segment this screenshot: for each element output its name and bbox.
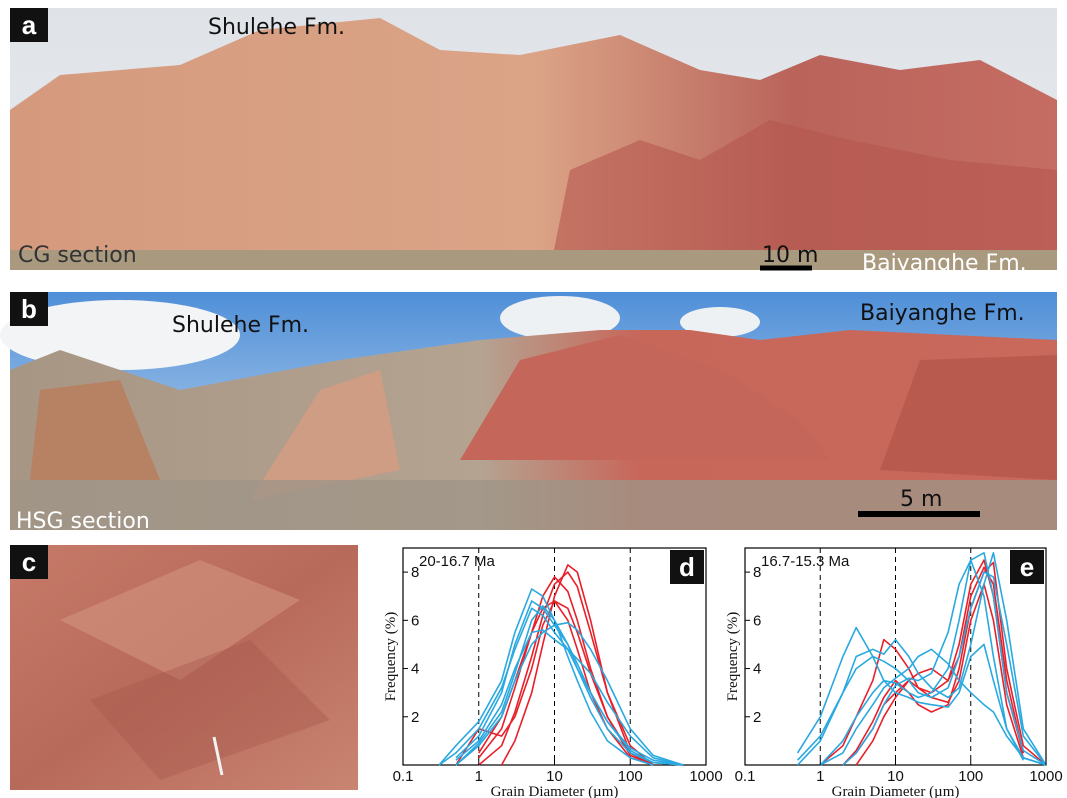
y-tick-label: 6 xyxy=(753,612,761,629)
frequency-curve xyxy=(798,572,1046,765)
panel-label: d xyxy=(679,552,695,582)
x-tick-label: 1000 xyxy=(1029,768,1062,785)
x-tick-label: 1000 xyxy=(689,768,722,785)
panel-label: e xyxy=(1020,552,1034,582)
y-tick-label: 2 xyxy=(753,709,761,726)
section-label: CG section xyxy=(18,243,137,268)
figure: a b c Shulehe Fm. CG section 10 m Baiyan… xyxy=(0,0,1067,798)
panel-label: a xyxy=(22,10,37,40)
y-tick-label: 4 xyxy=(753,661,761,678)
panel-label: b xyxy=(21,294,37,324)
x-tick-label: 100 xyxy=(618,768,643,785)
scale-label: 10 m xyxy=(762,243,818,268)
x-tick-label: 100 xyxy=(958,768,983,785)
formation-label: Shulehe Fm. xyxy=(172,313,309,338)
formation-label: Shulehe Fm. xyxy=(208,15,345,40)
x-tick-label: 10 xyxy=(887,768,904,785)
y-tick-label: 4 xyxy=(411,661,419,678)
x-axis-title: Grain Diameter (µm) xyxy=(832,784,960,798)
photo-a xyxy=(10,8,1057,270)
period-label: 16.7-15.3 Ma xyxy=(761,553,850,570)
scale-label: 5 m xyxy=(900,487,942,512)
x-axis-title: Grain Diameter (µm) xyxy=(491,784,619,798)
formation-label: Baiyanghe Fm. xyxy=(862,251,1027,276)
x-tick-label: 1 xyxy=(475,768,483,785)
y-tick-label: 2 xyxy=(411,709,419,726)
x-tick-label: 0.1 xyxy=(735,768,756,785)
frequency-curve xyxy=(456,606,683,765)
formation-label: Baiyanghe Fm. xyxy=(860,301,1025,326)
period-label: 20-16.7 Ma xyxy=(419,553,496,570)
x-tick-label: 10 xyxy=(546,768,563,785)
section-label: HSG section xyxy=(16,509,150,534)
y-tick-label: 6 xyxy=(411,612,419,629)
photo-c xyxy=(10,545,358,790)
panel-label: c xyxy=(22,547,36,577)
photo-b xyxy=(0,292,1057,530)
y-axis-title: Frequency (%) xyxy=(383,612,399,702)
x-tick-label: 0.1 xyxy=(393,768,414,785)
x-tick-label: 1 xyxy=(816,768,824,785)
y-axis-title: Frequency (%) xyxy=(725,612,741,702)
